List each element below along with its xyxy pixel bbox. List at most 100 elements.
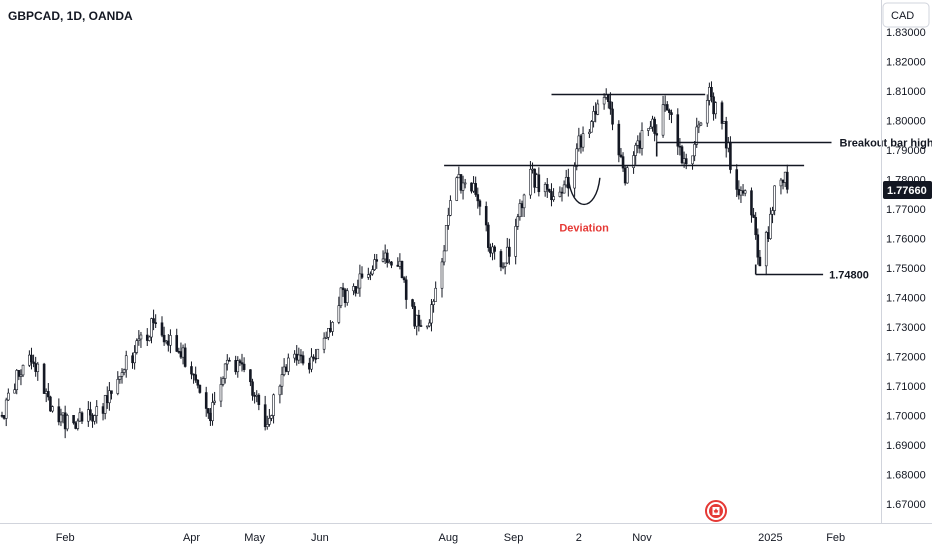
- candle: [755, 212, 757, 240]
- candle: [325, 332, 327, 339]
- currency-button[interactable]: CAD: [883, 3, 929, 27]
- candle: [367, 268, 369, 280]
- candle: [753, 208, 755, 218]
- candle: [414, 302, 416, 329]
- candle: [462, 176, 464, 200]
- candle: [464, 179, 466, 188]
- time-tick-label-3: Jun: [311, 532, 329, 544]
- candle: [346, 288, 348, 306]
- candle: [300, 349, 302, 363]
- candle: [28, 350, 30, 367]
- time-tick-label-7: Nov: [632, 532, 652, 544]
- candle: [460, 174, 462, 193]
- candle: [649, 121, 651, 129]
- y-tick-label-8: 1.75000: [886, 263, 926, 275]
- candle: [700, 122, 702, 126]
- candle: [283, 358, 285, 376]
- y-tick-label-11: 1.72000: [886, 351, 926, 363]
- candle: [565, 170, 567, 188]
- candle: [344, 288, 346, 307]
- candle: [412, 299, 414, 309]
- candle: [620, 148, 622, 158]
- price-axis[interactable]: 1.830001.820001.810001.800001.790001.780…: [882, 0, 926, 524]
- candle: [138, 330, 140, 346]
- candle: [681, 145, 683, 164]
- candle: [372, 265, 374, 275]
- canada-flag-icon[interactable]: [706, 501, 726, 521]
- candle: [110, 391, 112, 400]
- candle: [136, 338, 138, 354]
- candle: [332, 321, 334, 336]
- candle: [87, 401, 89, 427]
- deviation-curve[interactable]: [568, 178, 600, 205]
- candle: [536, 173, 538, 188]
- candle: [637, 135, 639, 153]
- candle: [489, 244, 491, 258]
- candle: [132, 353, 134, 369]
- y-tick-label-7: 1.76000: [886, 233, 926, 245]
- candle: [456, 176, 458, 201]
- time-tick-label-1: Apr: [183, 532, 200, 544]
- candle: [523, 194, 525, 217]
- candle: [35, 357, 37, 377]
- candle: [281, 367, 283, 395]
- candle: [721, 101, 723, 130]
- y-tick-label-6: 1.77000: [886, 204, 926, 216]
- candle: [430, 299, 432, 331]
- candle: [384, 244, 386, 263]
- candle: [633, 151, 635, 174]
- candle: [140, 332, 142, 348]
- candle: [30, 348, 32, 370]
- candle: [517, 214, 519, 230]
- candle: [243, 357, 245, 372]
- candle: [359, 265, 361, 297]
- candle: [458, 167, 460, 179]
- candle: [740, 186, 742, 203]
- candle: [738, 180, 740, 199]
- candle: [727, 137, 729, 152]
- candle: [254, 392, 256, 403]
- candle: [252, 379, 254, 401]
- candle: [342, 283, 344, 297]
- candle: [134, 345, 136, 369]
- candle: [340, 287, 342, 308]
- candle: [266, 416, 268, 430]
- candle: [508, 239, 510, 265]
- candle: [270, 415, 272, 421]
- candle: [769, 208, 771, 240]
- candle: [780, 178, 782, 194]
- y-tick-label-3: 1.80000: [886, 115, 926, 127]
- candle: [285, 364, 287, 372]
- candle: [750, 187, 752, 222]
- candle: [119, 376, 121, 384]
- candle: [710, 81, 712, 102]
- y-tick-label-1: 1.82000: [886, 56, 926, 68]
- candle: [43, 363, 45, 394]
- time-tick-label-0: Feb: [56, 532, 75, 544]
- candle: [652, 116, 654, 132]
- candle: [479, 199, 481, 215]
- candle: [125, 351, 127, 378]
- candle: [5, 398, 7, 426]
- candle: [184, 343, 186, 367]
- candle: [420, 320, 422, 327]
- candle: [713, 92, 715, 120]
- candle: [169, 329, 171, 353]
- candle: [298, 348, 300, 364]
- deviation-label: Deviation: [559, 222, 609, 234]
- candle: [492, 243, 494, 260]
- candle: [212, 393, 214, 425]
- candle: [487, 222, 489, 251]
- candle: [353, 283, 355, 295]
- candle: [708, 83, 710, 106]
- candle: [662, 96, 664, 138]
- candle: [104, 395, 106, 419]
- candle: [563, 180, 565, 193]
- candle: [3, 415, 5, 419]
- candle: [388, 259, 390, 263]
- candle: [205, 387, 207, 417]
- candle: [595, 102, 597, 122]
